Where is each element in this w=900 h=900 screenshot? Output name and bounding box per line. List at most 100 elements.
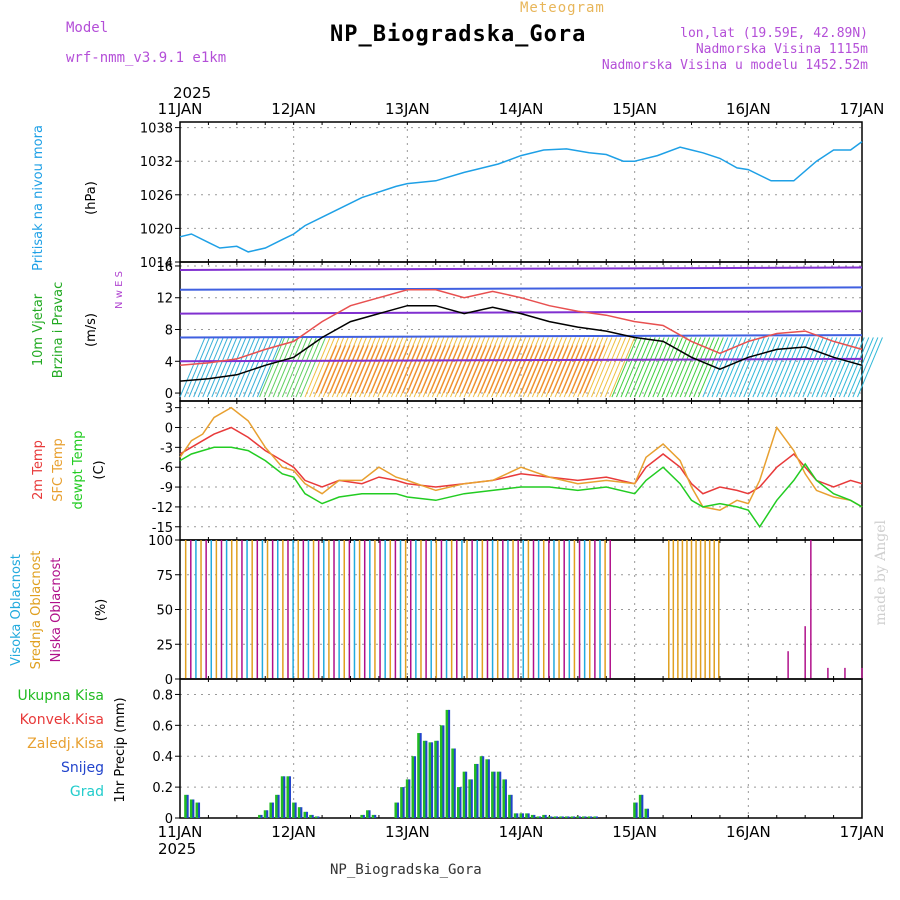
precip-bar (559, 816, 563, 818)
wind-barb-hatch (179, 337, 206, 398)
wind-barb-hatch (315, 345, 337, 394)
snow-bar (522, 813, 524, 818)
wind-barb-hatch (829, 337, 856, 398)
precip-bar (417, 733, 421, 818)
y-tick-label: 0.8 (152, 688, 173, 703)
wind-barb-hatch (397, 345, 419, 394)
footer-station: NP_Biogradska_Gora (330, 862, 482, 878)
wind-barb-hatch (520, 345, 542, 394)
snow-bar (453, 748, 456, 818)
location-coords: lon,lat (19.59E, 42.89N) (680, 26, 868, 41)
wind-barb-hatch (395, 337, 422, 398)
temp-dew-label: dewpt Temp (71, 430, 86, 509)
wind-barb-hatch (281, 337, 308, 398)
y-tick-label: 12 (156, 292, 173, 307)
temp-unit-label: (C) (92, 460, 107, 479)
wind-barb-hatch (211, 337, 238, 398)
snow-bar (271, 802, 274, 818)
snow-bar (516, 813, 519, 818)
snow-bar (442, 725, 445, 818)
wind-barb-hatch (475, 345, 496, 394)
wind-barb-hatch (452, 345, 474, 394)
x-tick-label-bottom: 14JAN (499, 823, 544, 841)
x-tick-label-bottom: 13JAN (385, 823, 430, 841)
wind-barb-hatch (325, 345, 346, 394)
snow-bar (561, 816, 564, 818)
precip-bar (474, 763, 478, 818)
precip-bar (371, 814, 375, 818)
wind-barb-hatch (336, 337, 363, 398)
y-tick-label: -9 (160, 481, 173, 496)
wind-barb-hatch (638, 337, 665, 398)
wind-barb-hatch (304, 337, 331, 398)
wind-barb-hatch (356, 345, 378, 394)
precip-bar (394, 802, 398, 818)
x-tick-label-top: 17JAN (840, 100, 885, 118)
wind-barb-hatch (679, 337, 706, 398)
x-tick-label-bottom: 17JAN (840, 823, 885, 841)
precip-bar (496, 771, 500, 818)
y-tick-label: 0 (165, 421, 173, 436)
wind-barb-hatch (509, 337, 536, 398)
snow-bar (567, 816, 570, 818)
wind-barb-hatch (327, 337, 354, 398)
x-tick-label-bottom: 11JAN (158, 823, 203, 841)
precip-bar (292, 802, 296, 818)
wind-barb-hatch (472, 337, 499, 398)
snow-bar (374, 814, 377, 818)
wind-barb-hatch (477, 337, 504, 398)
snow-bar (431, 742, 434, 818)
y-tick-label: 1038 (140, 122, 173, 137)
wind-barb-hatch (225, 337, 251, 398)
wind-barb-hatch (354, 337, 381, 398)
precip-bar (536, 816, 540, 818)
y-tick-label: 3 (165, 402, 173, 417)
y-tick-label: -6 (160, 461, 173, 476)
wind-barb-hatch (438, 345, 460, 394)
precip-bar (547, 816, 551, 818)
y-tick-label: 0 (165, 387, 173, 402)
wind-barb-hatch (386, 337, 413, 398)
precip-bar (553, 816, 557, 818)
wind-barb-hatch (756, 337, 783, 398)
wind-barb-hatch (256, 337, 283, 398)
snow-bar (283, 776, 286, 818)
y-tick-label: 1014 (140, 256, 173, 271)
wind-barb-hatch (238, 337, 265, 398)
cloud-unit-label: (%) (94, 599, 109, 622)
snow-bar (493, 771, 496, 818)
wind-barb-hatch (340, 337, 367, 398)
wind-barb-hatch (797, 337, 824, 398)
precip-bar (275, 794, 279, 818)
wind-barb-hatch (425, 345, 446, 394)
snow-bar (595, 816, 598, 818)
snow-bar (544, 814, 547, 818)
precip-bar (530, 814, 534, 818)
precip-bar (297, 807, 301, 818)
wind-barb-hatch (379, 345, 401, 394)
wind-barb-hatch (666, 337, 692, 398)
snow-bar (556, 816, 559, 818)
precip-bar (519, 813, 523, 818)
wind-barb-hatch (313, 337, 340, 398)
precip-bar (587, 816, 591, 818)
snow-bar (260, 814, 263, 818)
snow-bar (288, 776, 291, 818)
snow-bar (300, 807, 303, 818)
precip-bar (542, 814, 546, 818)
snow-bar (527, 813, 530, 818)
wind-barb-hatch (570, 345, 592, 394)
wind-barb-hatch (552, 345, 574, 394)
wind-barb-hatch (415, 345, 437, 394)
y-tick-label: 0 (165, 673, 173, 688)
y-tick-label: 25 (156, 638, 173, 653)
wind-barb-hatch (550, 337, 577, 398)
wind-barb-hatch (643, 337, 670, 398)
wind-barb-hatch (629, 337, 656, 398)
snow-bar (192, 799, 195, 818)
wind-barb-hatch (675, 337, 702, 398)
wind-barb-hatch (611, 337, 638, 398)
y-tick-label: -12 (152, 501, 173, 516)
wind-barb-hatch (347, 345, 369, 394)
temp-2m-label: 2m Temp (31, 440, 46, 500)
